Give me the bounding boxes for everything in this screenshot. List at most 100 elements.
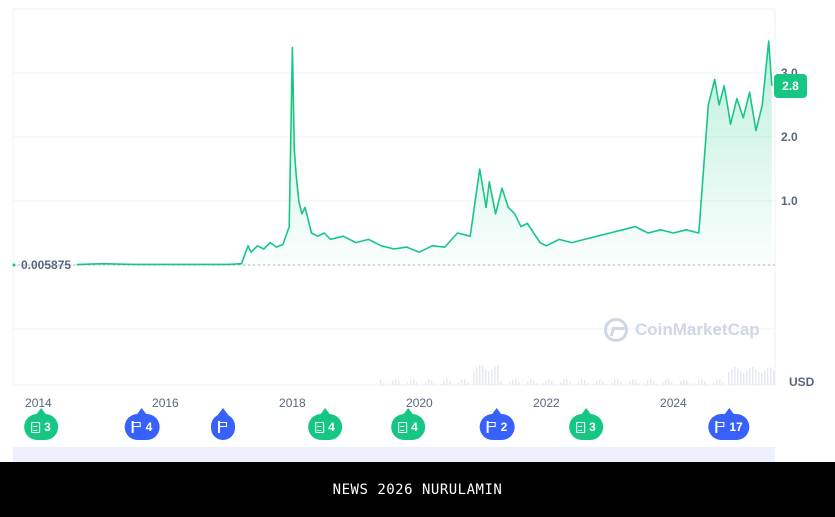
- document-icon: [315, 421, 325, 433]
- volume-bar: [734, 367, 736, 385]
- volume-bar: [689, 383, 691, 385]
- volume-bar: [497, 365, 499, 385]
- volume-bar: [560, 382, 562, 385]
- volume-bar: [401, 383, 403, 385]
- current-price-badge: 2.8: [774, 74, 807, 98]
- x-tick-label: 2016: [152, 396, 179, 410]
- volume-bar: [410, 379, 412, 385]
- range-navigator[interactable]: [13, 447, 775, 462]
- volume-bar: [773, 370, 775, 385]
- volume-bar: [758, 372, 760, 385]
- flag-icon: [131, 421, 142, 433]
- volume-bar: [428, 379, 430, 385]
- volume-bar: [593, 383, 595, 385]
- volume-bar: [491, 369, 493, 385]
- coinmarketcap-watermark: CoinMarketCap: [604, 318, 760, 342]
- news-event-pin[interactable]: 4: [308, 408, 342, 440]
- news-event-pin[interactable]: 3: [24, 408, 58, 440]
- volume-bar: [752, 367, 754, 385]
- volume-bar: [602, 381, 604, 385]
- volume-bar: [389, 383, 391, 385]
- volume-bar: [671, 382, 673, 385]
- volume-bar: [431, 379, 433, 385]
- volume-bar: [629, 381, 631, 385]
- milestone-event-pin[interactable]: [211, 408, 235, 440]
- event-count: 2: [500, 420, 508, 434]
- volume-bar: [467, 382, 469, 385]
- event-count: 3: [589, 420, 596, 434]
- x-tick-label: 2020: [406, 396, 433, 410]
- milestone-event-pin[interactable]: 17: [708, 408, 750, 440]
- volume-bar: [569, 382, 571, 385]
- news-event-pin[interactable]: 3: [569, 408, 603, 440]
- document-icon: [576, 421, 586, 433]
- volume-bar: [503, 384, 505, 385]
- volume-bar: [452, 384, 454, 385]
- volume-bar: [728, 372, 730, 385]
- footer-text: NEWS 2026 NURULAMIN: [332, 481, 503, 498]
- chart-frame: [12, 8, 776, 386]
- news-event-pin[interactable]: 4: [391, 408, 425, 440]
- milestone-event-pin[interactable]: 4: [124, 408, 160, 440]
- volume-bar: [500, 380, 502, 385]
- volume-bar: [449, 380, 451, 385]
- volume-bar: [662, 382, 664, 385]
- volume-bar: [668, 379, 670, 385]
- volume-bar: [566, 379, 568, 385]
- document-icon: [31, 421, 41, 433]
- volume-bar: [632, 379, 634, 385]
- volume-bar: [701, 379, 703, 385]
- volume-bar: [611, 382, 613, 385]
- volume-bar: [764, 370, 766, 385]
- event-count: 4: [328, 420, 335, 434]
- flag-icon: [218, 421, 228, 433]
- volume-bar: [518, 382, 520, 385]
- volume-bar: [683, 379, 685, 385]
- y-tick-label: 1.0: [781, 194, 798, 208]
- volume-bar: [749, 368, 751, 385]
- milestone-event-pin[interactable]: 2: [479, 408, 515, 440]
- volume-bar: [746, 371, 748, 385]
- price-line[interactable]: [76, 40, 773, 266]
- volume-bar: [536, 383, 538, 385]
- volume-bar: [530, 379, 532, 385]
- volume-bar: [392, 380, 394, 385]
- volume-bar: [713, 382, 715, 385]
- volume-bar: [461, 379, 463, 385]
- x-tick-label: 2022: [533, 396, 560, 410]
- volume-bar: [680, 381, 682, 385]
- volume-bar: [767, 367, 769, 385]
- volume-bar: [587, 383, 589, 385]
- volume-bar: [515, 379, 517, 385]
- volume-bar: [614, 379, 616, 385]
- x-tick-label: 2014: [25, 396, 52, 410]
- event-count: 4: [411, 420, 418, 434]
- volume-bar: [485, 369, 487, 385]
- volume-bar: [617, 379, 619, 385]
- volume-bar: [698, 380, 700, 385]
- x-tick-label: 2024: [660, 396, 687, 410]
- volume-bar: [584, 380, 586, 385]
- volume-bar: [647, 380, 649, 385]
- volume-bar: [686, 380, 688, 385]
- volume-bar: [677, 384, 679, 385]
- baseline-marker: [12, 263, 16, 267]
- volume-bar: [665, 379, 667, 385]
- volume-bar: [548, 379, 550, 385]
- volume-bar: [770, 367, 772, 385]
- watermark-text: CoinMarketCap: [635, 320, 760, 339]
- volume-bar: [620, 382, 622, 385]
- volume-bar: [488, 370, 490, 385]
- volume-bar: [563, 379, 565, 385]
- volume-bar: [443, 380, 445, 385]
- price-area: [76, 41, 772, 265]
- volume-bar: [464, 379, 466, 385]
- volume-bar: [551, 381, 553, 385]
- coinmarketcap-logo-icon: [604, 318, 628, 342]
- volume-bar: [476, 367, 478, 385]
- volume-bar: [581, 379, 583, 385]
- volume-bar: [644, 383, 646, 385]
- volume-bar: [425, 381, 427, 385]
- volume-bar: [458, 382, 460, 385]
- volume-bar: [626, 384, 628, 385]
